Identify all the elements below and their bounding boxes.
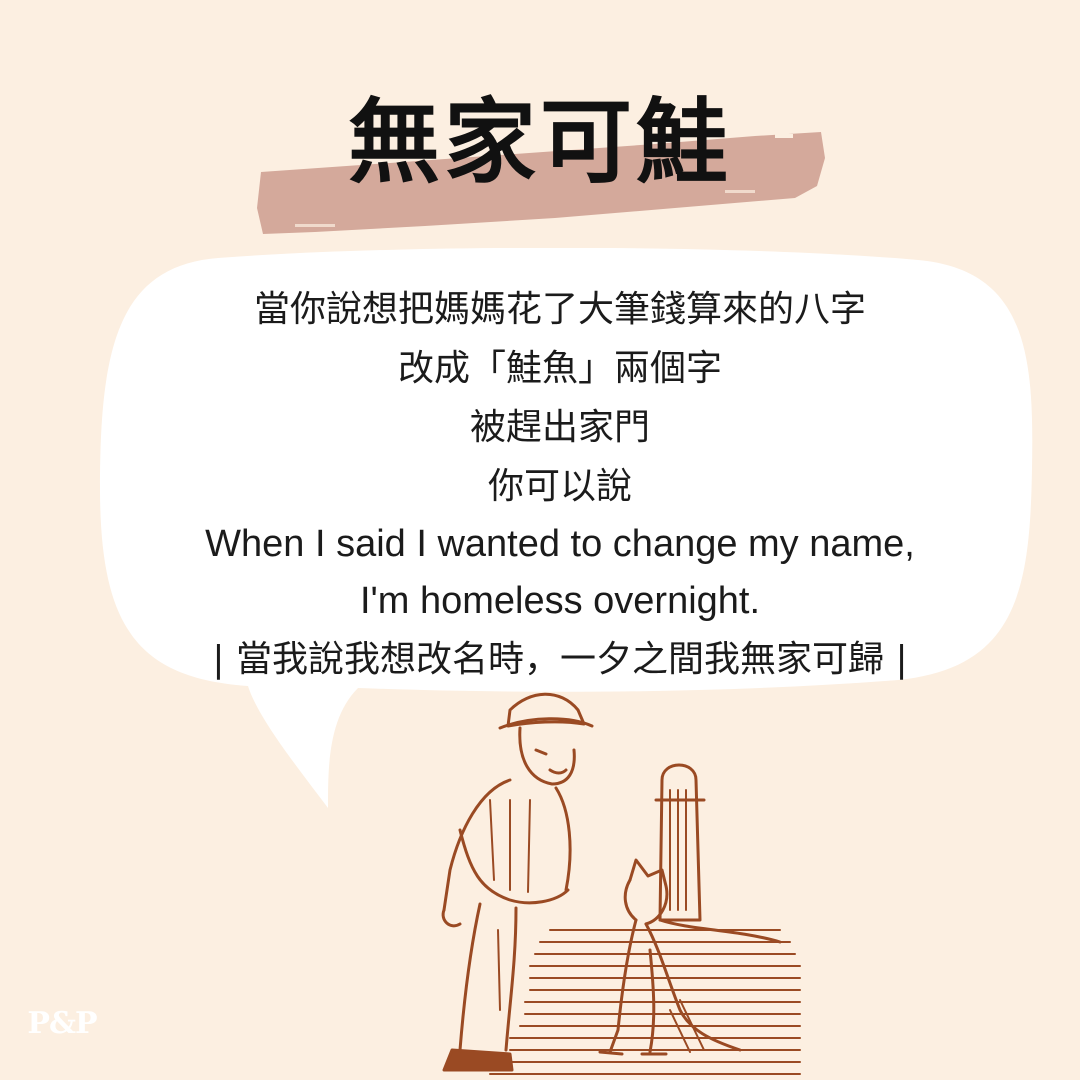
- bubble-line-1: 當你說想把媽媽花了大筆錢算來的八字: [253, 289, 866, 330]
- bubble-line-english-1: When I said I wanted to change my name,: [205, 523, 915, 565]
- bubble-line-3: 被趕出家門: [469, 407, 650, 448]
- bubble-text: 當你說想把媽媽花了大筆錢算來的八字 改成「鮭魚」兩個字 被趕出家門 你可以說 W…: [130, 280, 990, 689]
- speech-bubble: [100, 248, 1033, 808]
- bubble-line-4: 你可以說: [487, 466, 632, 507]
- bubble-line-english-2: I'm homeless overnight.: [359, 580, 761, 622]
- logo-background: [14, 1004, 110, 1046]
- page-title: 無家可鮭: [347, 88, 732, 196]
- bubble-line-translation: | 當我說我想改名時，一夕之間我無家可歸 |: [212, 639, 908, 680]
- man-figure: [441, 692, 594, 1072]
- man-and-dog-illustration: [441, 692, 801, 1075]
- ground-hatching: [489, 929, 801, 1075]
- bollard-post: [654, 763, 782, 944]
- brush-stroke-decoration: [257, 132, 825, 234]
- brand-logo: P&P: [27, 1006, 97, 1041]
- bubble-line-2: 改成「鮭魚」兩個字: [397, 348, 722, 389]
- dog-figure: [598, 858, 742, 1056]
